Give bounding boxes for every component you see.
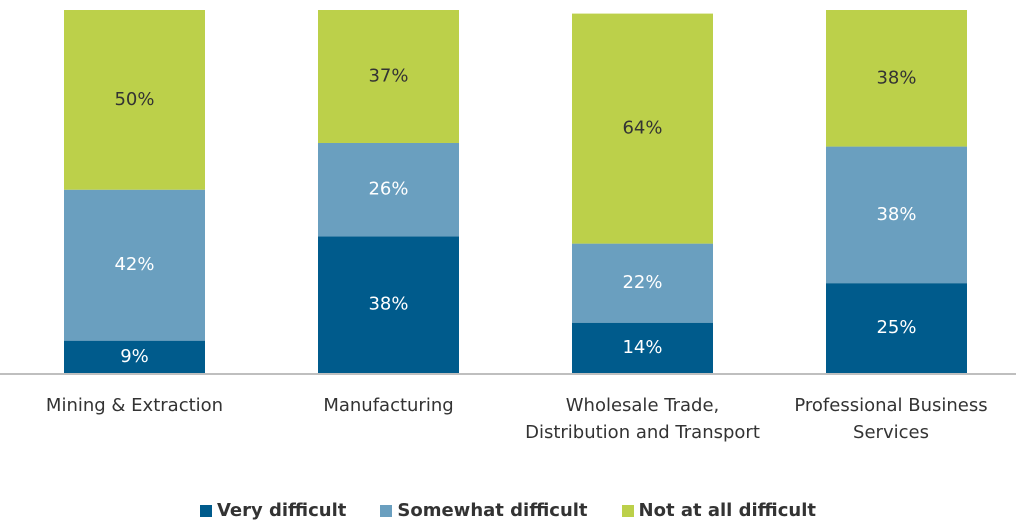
data-label: 42% — [114, 254, 154, 275]
bar-segment — [826, 283, 967, 373]
legend-item: Somewhat difficult — [380, 500, 588, 521]
data-label: 25% — [876, 317, 916, 338]
bar-segment — [64, 189, 205, 341]
bar-segment — [826, 146, 967, 284]
bar-segment — [64, 340, 205, 373]
x-tick-label: Wholesale Trade, Distribution and Transp… — [525, 395, 760, 443]
data-label: 64% — [622, 118, 662, 139]
legend-label: Somewhat difficult — [397, 500, 588, 521]
data-label: 38% — [368, 294, 408, 315]
bar-segment — [572, 13, 713, 244]
data-label: 38% — [876, 204, 916, 225]
bar-segment — [64, 10, 205, 190]
data-label: 14% — [622, 337, 662, 358]
legend-label: Not at all difficult — [638, 500, 817, 521]
bar-segment — [572, 243, 713, 323]
x-tick-label: Professional Business Services — [794, 395, 988, 443]
legend-swatch — [380, 504, 393, 517]
legend: Very difficult Somewhat difficult Not at a… — [0, 500, 1016, 521]
legend-item: Not at all difficult — [621, 500, 817, 521]
data-label: 50% — [114, 89, 154, 110]
x-tick-label: Manufacturing — [323, 395, 454, 416]
data-label: 9% — [120, 346, 149, 367]
x-tick-label: Mining & Extraction — [45, 395, 224, 416]
bar-segment — [318, 236, 459, 373]
data-label: 37% — [368, 65, 408, 86]
chart: 9% 42% 50% 38% 26% 37% 14% 22% 64% 25% 38% 38% — [0, 10, 1016, 375]
bar-segment — [826, 10, 967, 147]
bar-segment — [572, 322, 713, 373]
data-label: 38% — [876, 67, 916, 88]
legend-swatch — [621, 504, 634, 517]
legend-label: Very difficult — [216, 500, 347, 521]
bar-segment — [318, 10, 459, 143]
bar-segment — [318, 142, 459, 237]
data-label: 22% — [622, 272, 662, 293]
legend-swatch — [199, 504, 212, 517]
data-label: 26% — [368, 179, 408, 200]
legend-item: Very difficult — [199, 500, 347, 521]
